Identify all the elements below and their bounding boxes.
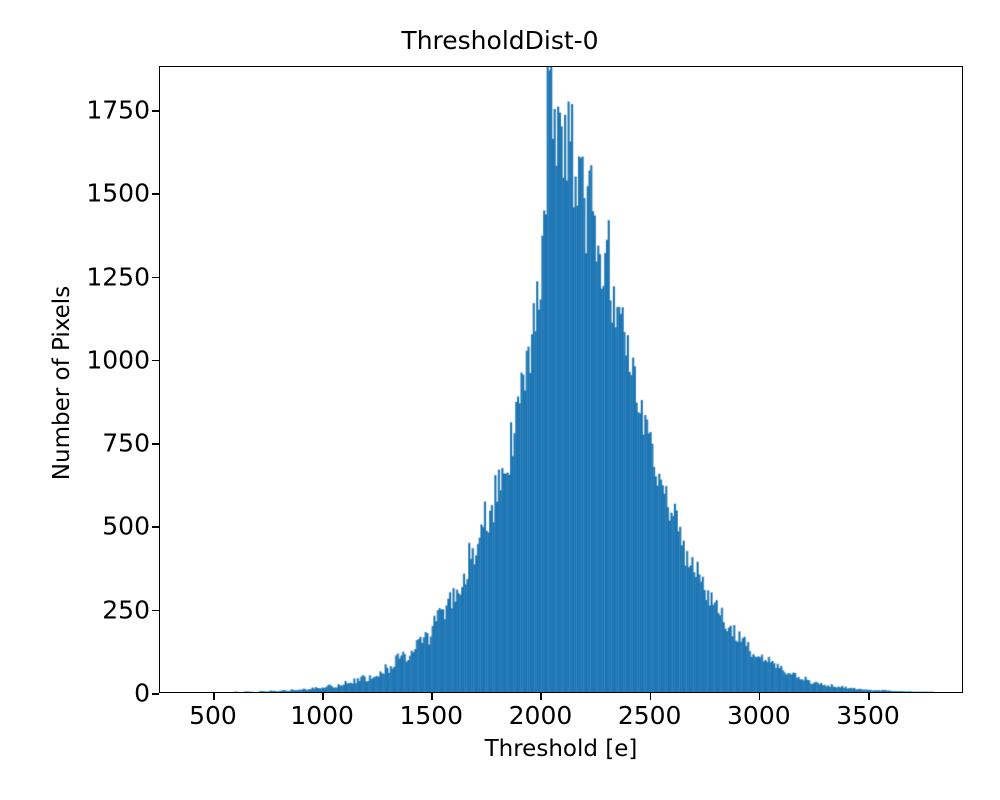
y-tick-label: 1000: [86, 345, 150, 375]
y-axis-label: Number of Pixels: [49, 285, 75, 481]
x-tick-label: 3000: [727, 701, 791, 730]
x-tick-mark: [649, 693, 652, 700]
chart-title: ThresholdDist-0: [401, 26, 599, 55]
y-tick-mark: [152, 359, 159, 362]
x-tick-mark: [868, 693, 870, 700]
y-tick-mark: [152, 109, 159, 112]
y-tick-label: 0: [134, 678, 150, 708]
x-tick-mark: [322, 693, 324, 700]
x-tick-mark: [431, 693, 433, 700]
histogram-bars: [160, 67, 962, 692]
x-tick-mark: [758, 693, 761, 700]
y-tick-label: 750: [102, 428, 150, 458]
x-tick-mark: [212, 693, 215, 700]
x-tick-label: 1000: [290, 701, 354, 730]
y-tick-label: 1500: [86, 178, 150, 208]
y-tick-label: 250: [102, 595, 150, 625]
x-tick-label: 2000: [508, 701, 573, 730]
x-axis-label: Threshold [e]: [484, 736, 638, 762]
y-tick-mark: [152, 693, 159, 695]
x-tick-mark: [540, 693, 543, 700]
y-tick-mark: [152, 526, 159, 529]
y-tick-mark: [152, 443, 159, 445]
x-tick-label: 3500: [836, 701, 900, 730]
y-axis-tick-labels: 0 250 500 750 1000 1250 1500 1750: [40, 0, 150, 800]
y-tick-mark: [152, 276, 159, 279]
y-tick-mark: [152, 193, 159, 195]
y-tick-label: 500: [102, 511, 150, 541]
plot-area: [159, 66, 963, 693]
y-tick-label: 1750: [86, 95, 150, 125]
x-tick-label: 1500: [399, 701, 464, 730]
y-tick-label: 1250: [86, 262, 150, 292]
x-tick-label: 2500: [617, 701, 682, 730]
x-tick-label: 500: [189, 701, 237, 730]
y-tick-mark: [152, 609, 159, 612]
